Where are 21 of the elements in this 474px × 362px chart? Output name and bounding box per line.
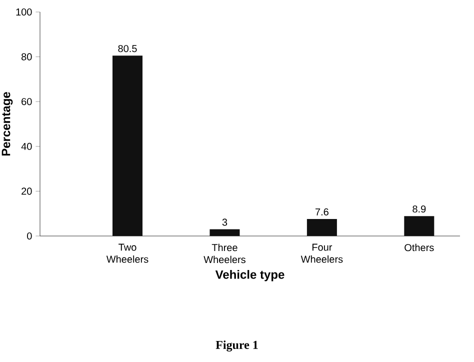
y-tick-label: 20 [22, 188, 32, 195]
y-tick-label: 40 [21, 142, 32, 150]
x-tick-label: Others [404, 244, 434, 252]
bar [404, 216, 434, 236]
data-label: 3 [222, 218, 228, 226]
x-tick-label: Two Wheelers [106, 244, 148, 263]
data-label: 80.5 [118, 45, 137, 52]
bar [112, 56, 142, 236]
data-label: 8.9 [412, 205, 426, 213]
bar [210, 229, 240, 236]
y-tick-label: 0 [27, 232, 32, 240]
bar [306, 218, 337, 236]
x-axis-title: Vehicle type [215, 270, 284, 282]
x-tick-label: Three Wheelers [204, 244, 246, 264]
caption: Figure 1 [216, 340, 258, 352]
y-axis-title: Percentage [2, 92, 13, 156]
y-tick-label: 80 [22, 53, 32, 60]
y-tick-label: 100 [16, 8, 32, 16]
x-tick-label: Four Wheelers [300, 244, 343, 263]
y-tick-label: 60 [22, 98, 32, 106]
data-label: 7.6 [316, 208, 328, 216]
